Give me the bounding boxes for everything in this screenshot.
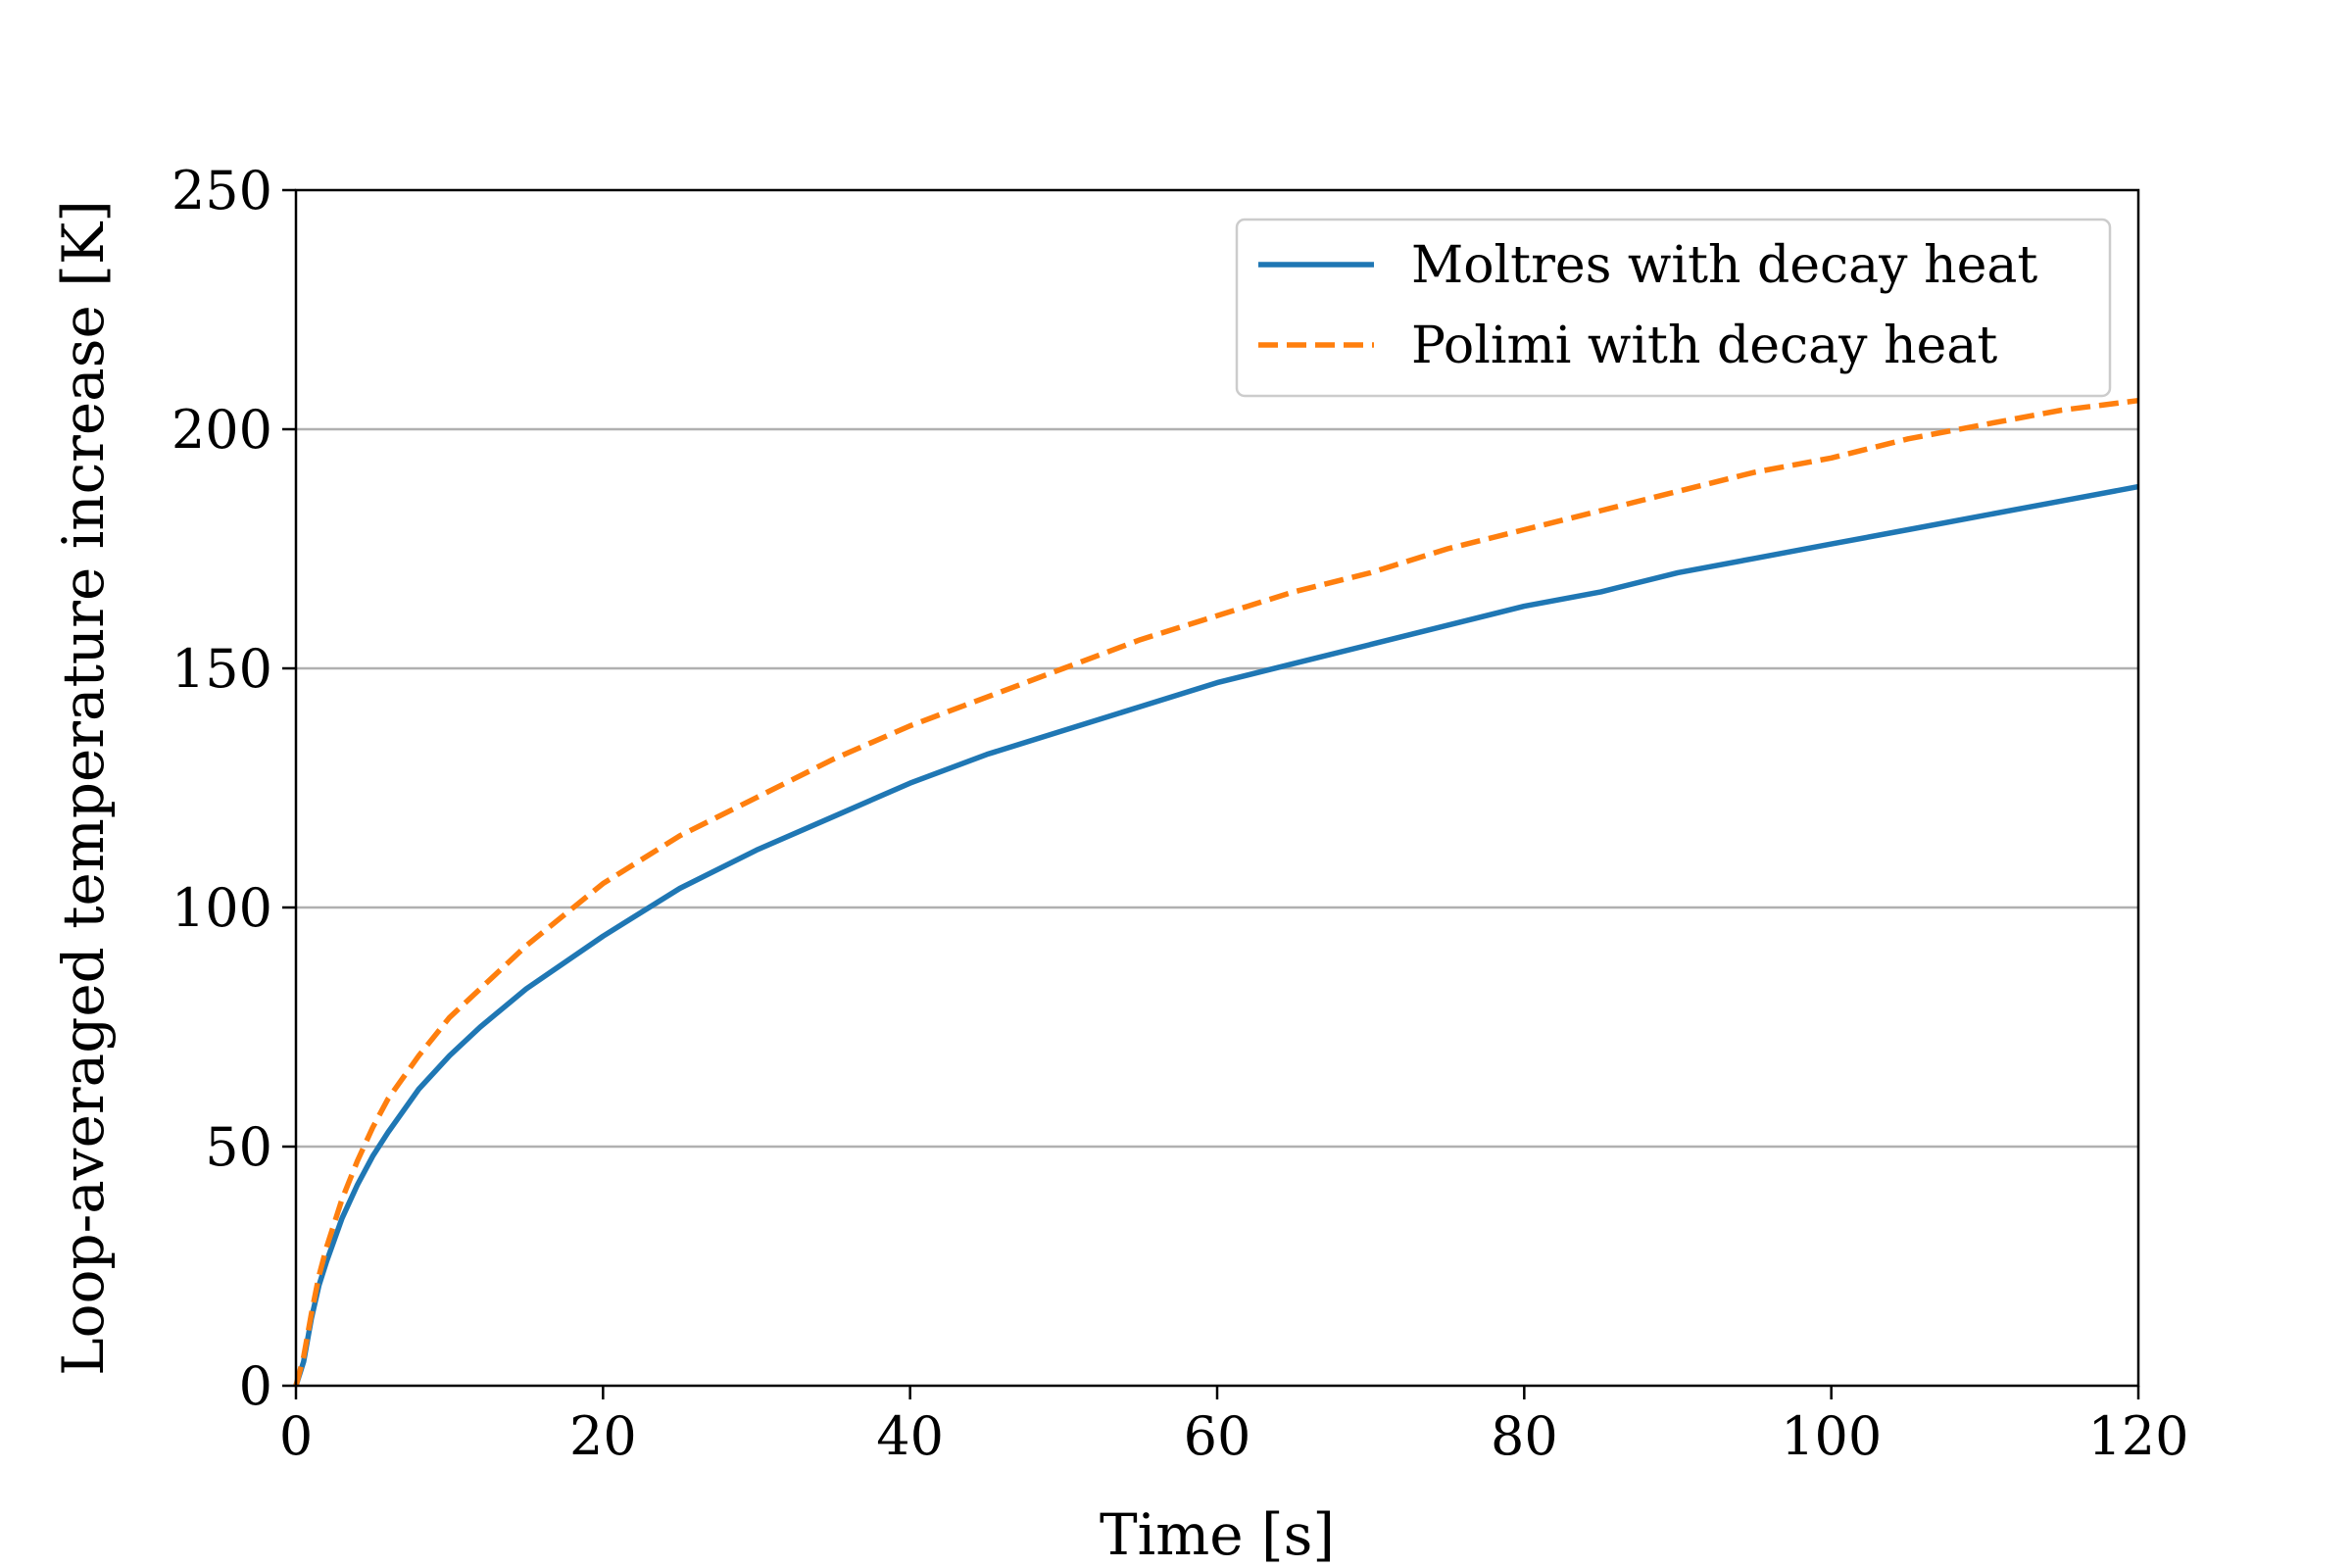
x-tick-label: 0 <box>279 1405 313 1467</box>
x-tick-label: 40 <box>876 1405 944 1467</box>
series-line-polimi <box>293 397 2139 1387</box>
legend-label: Polimi with decay heat <box>1411 317 1997 375</box>
legend-label: Moltres with decay heat <box>1411 236 2037 295</box>
x-tick-label: 80 <box>1491 1405 1558 1467</box>
legend-box <box>1235 218 2112 398</box>
y-tick-label: 250 <box>172 160 272 221</box>
x-axis-label: Time [s] <box>1100 1501 1335 1568</box>
y-tick-label: 200 <box>172 399 272 461</box>
x-tick-label: 20 <box>569 1405 637 1467</box>
x-tick-label: 120 <box>2087 1405 2188 1467</box>
y-axis-label: Loop-averaged temperature increase [K] <box>50 200 117 1376</box>
grid <box>296 427 2138 1149</box>
y-tick-label: 50 <box>205 1116 272 1178</box>
y-tick-label: 150 <box>172 638 272 700</box>
legend: Moltres with decay heat Polimi with decay… <box>1235 218 2112 398</box>
x-tick-label: 60 <box>1184 1405 1251 1467</box>
x-tick-label: 100 <box>1781 1405 1882 1467</box>
series-line-moltres <box>293 483 2139 1387</box>
y-tick-label: 100 <box>172 877 272 939</box>
plot-lines <box>293 397 2139 1387</box>
y-tick-label: 0 <box>239 1355 272 1417</box>
axis-ticks: 0 50 100 150 200 250 0 20 40 60 80 100 120 <box>172 160 2189 1467</box>
